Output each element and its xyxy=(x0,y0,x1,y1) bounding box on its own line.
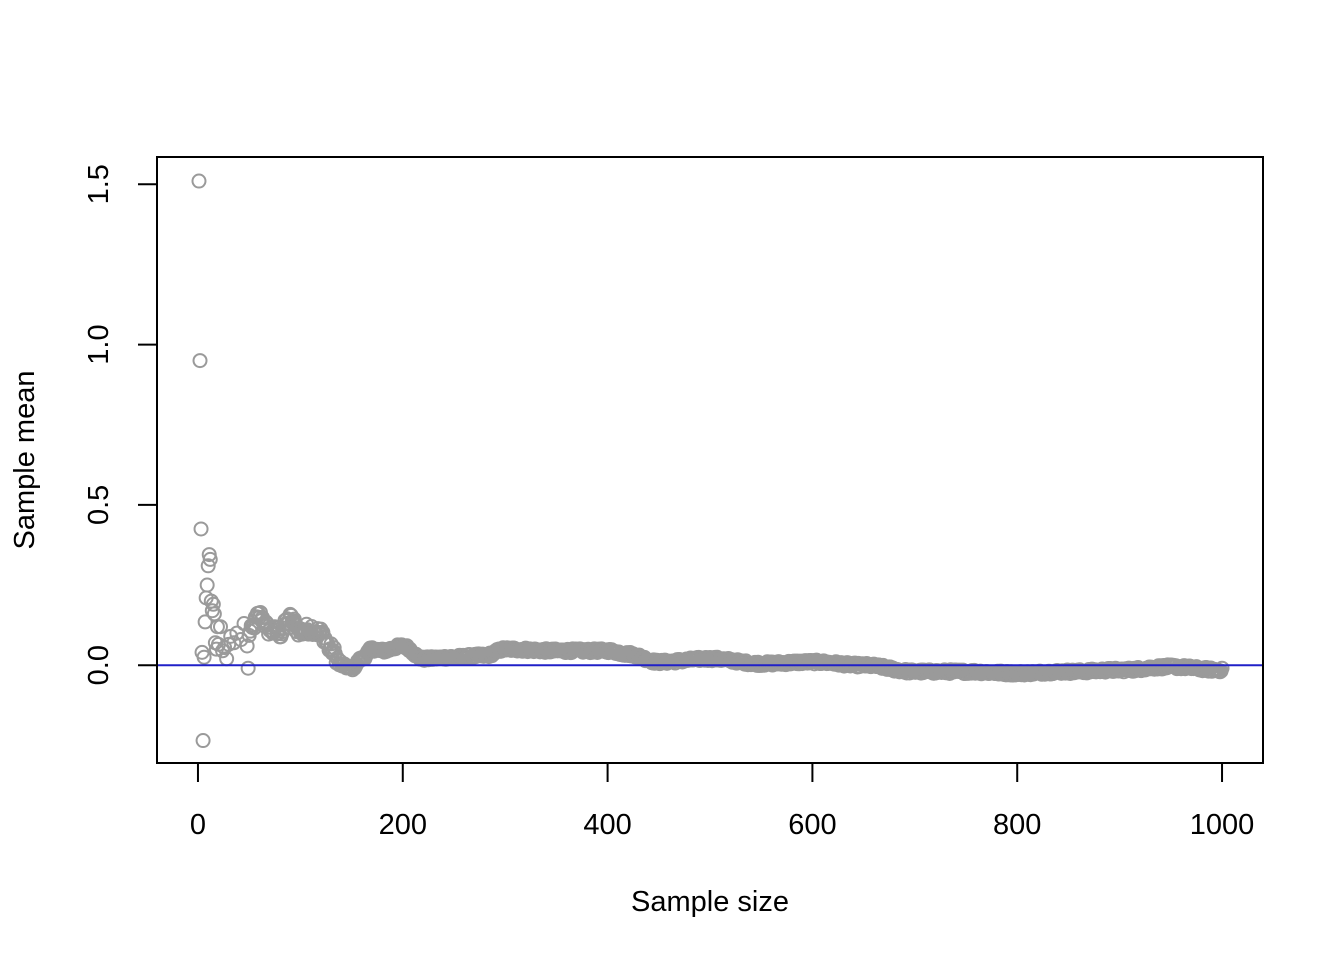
sample-mean-point xyxy=(202,551,218,567)
sample-mean-point xyxy=(1214,660,1230,676)
x-tick-label: 0 xyxy=(190,809,206,841)
sample-mean-point xyxy=(191,173,207,189)
y-tick-label: 0.5 xyxy=(83,485,115,525)
sample-mean-point xyxy=(205,596,221,612)
sample-mean-point xyxy=(196,649,212,665)
y-tick-label: 1.0 xyxy=(83,324,115,364)
x-axis: 0 200 400 600 800 1000 xyxy=(190,762,1255,841)
sample-mean-point xyxy=(239,638,255,654)
sample-mean-point xyxy=(197,614,213,630)
sample-mean-point xyxy=(200,558,216,574)
sample-mean-point xyxy=(204,603,220,619)
sample-mean-point xyxy=(226,635,242,651)
sample-mean-point xyxy=(192,353,208,369)
x-tick-label: 1000 xyxy=(1190,809,1255,841)
y-axis-title: Sample mean xyxy=(9,371,41,550)
x-tick-label: 200 xyxy=(379,809,427,841)
sample-mean-point xyxy=(240,660,256,676)
sample-mean-point xyxy=(193,521,209,537)
sample-mean-point xyxy=(212,619,228,635)
sample-mean-point xyxy=(195,733,211,749)
sample-mean-point xyxy=(323,636,339,652)
y-tick-label: 0.0 xyxy=(83,645,115,685)
y-tick-label: 1.5 xyxy=(83,164,115,204)
x-tick-label: 800 xyxy=(993,809,1041,841)
x-tick-label: 400 xyxy=(583,809,631,841)
x-axis-title: Sample size xyxy=(631,886,789,918)
y-axis: 0.0 0.5 1.0 1.5 xyxy=(83,164,158,685)
x-tick-label: 600 xyxy=(788,809,836,841)
sample-mean-point xyxy=(199,577,215,593)
